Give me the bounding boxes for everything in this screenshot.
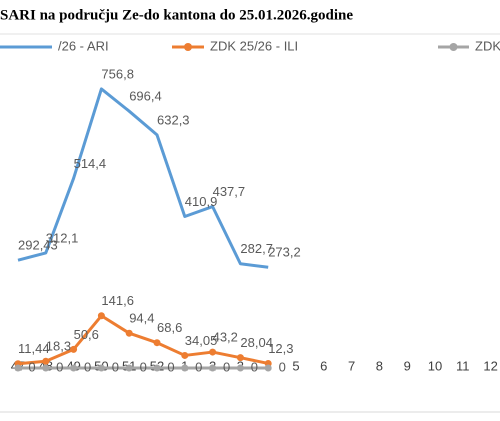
point-marker xyxy=(125,329,133,337)
x-tick-label: 7 xyxy=(348,358,355,373)
data-label: 0 xyxy=(251,359,258,374)
point-marker xyxy=(125,364,133,372)
data-label: 0 xyxy=(167,359,174,374)
point-marker xyxy=(181,364,189,372)
point-marker xyxy=(42,364,50,372)
x-tick-label: 5 xyxy=(292,358,299,373)
x-tick-label: 11 xyxy=(456,358,470,373)
point-marker xyxy=(209,348,217,356)
data-label: 94,4 xyxy=(129,311,154,326)
series-line xyxy=(17,87,269,269)
point-marker xyxy=(70,364,78,372)
data-label: 0 xyxy=(56,359,63,374)
legend-label: /26 - ARI xyxy=(58,38,109,53)
data-label: 0 xyxy=(84,359,91,374)
point-marker xyxy=(97,312,105,320)
point-marker xyxy=(70,345,78,353)
x-tick-label: 6 xyxy=(320,358,327,373)
data-label: 410,9 xyxy=(185,194,218,209)
point-marker xyxy=(97,364,105,372)
legend-marker xyxy=(449,43,458,51)
data-label: 12,3 xyxy=(268,341,293,356)
data-label: 0 xyxy=(195,359,202,374)
data-label: 514,4 xyxy=(74,156,107,171)
data-label: 18,3 xyxy=(46,339,71,354)
data-label: 43,2 xyxy=(213,330,238,345)
data-label: 437,7 xyxy=(213,184,246,199)
data-label: 273,2 xyxy=(268,245,301,260)
legend-label: ZDK xyxy=(475,38,500,53)
data-label: 34,05 xyxy=(185,333,218,348)
data-label: 292,43 xyxy=(18,238,58,253)
data-label: 50,6 xyxy=(74,327,99,342)
data-label: 68,6 xyxy=(157,320,182,335)
data-label: 0 xyxy=(112,359,119,374)
series-line xyxy=(17,314,269,366)
point-marker xyxy=(153,339,161,347)
x-tick-label: 9 xyxy=(404,358,411,373)
data-label: 11,44 xyxy=(18,341,50,356)
data-label: 632,3 xyxy=(157,112,190,127)
data-label: 28,04 xyxy=(240,335,273,350)
data-label: 756,8 xyxy=(101,66,134,81)
x-tick-label: 10 xyxy=(428,358,442,373)
legend-marker xyxy=(184,43,192,51)
data-label: 0 xyxy=(279,359,286,374)
point-marker xyxy=(14,364,22,372)
data-label: 141,6 xyxy=(101,293,134,308)
data-label: 0 xyxy=(28,359,35,374)
data-label: 0 xyxy=(223,359,230,374)
data-label: 696,4 xyxy=(129,89,162,104)
point-marker xyxy=(42,357,50,365)
chart-title: SARI na području Ze-do kantona do 25.01.… xyxy=(0,7,353,23)
point-marker xyxy=(236,354,244,362)
point-marker xyxy=(181,351,189,359)
point-marker xyxy=(264,364,272,372)
legend-label: ZDK 25/26 - ILI xyxy=(210,38,298,53)
data-label: 312,1 xyxy=(46,230,79,245)
point-marker xyxy=(236,364,244,372)
x-tick-label: 8 xyxy=(376,358,383,373)
point-marker xyxy=(153,364,161,372)
data-label: 0 xyxy=(140,359,147,374)
point-marker xyxy=(209,364,217,372)
data-label: 282,7 xyxy=(240,241,273,256)
x-tick-label: 12 xyxy=(483,358,497,373)
